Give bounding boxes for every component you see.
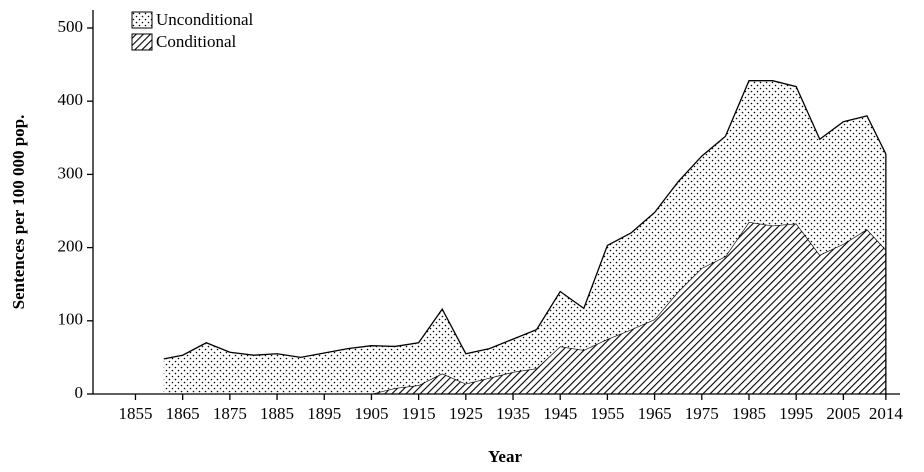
x-tick-label: 1935 (496, 404, 530, 423)
x-tick-label: 2005 (826, 404, 860, 423)
x-tick-label: 1915 (402, 404, 436, 423)
x-tick-label: 1905 (354, 404, 388, 423)
x-tick-label: 1945 (543, 404, 577, 423)
legend-swatch (131, 11, 153, 29)
x-tick-label: 1955 (590, 404, 624, 423)
area (371, 221, 886, 394)
y-tick-label: 100 (58, 310, 84, 329)
x-tick-label: 1965 (638, 404, 672, 423)
x-tick-label: 1985 (732, 404, 766, 423)
y-tick-label: 0 (75, 383, 84, 402)
x-tick-label: 1925 (449, 404, 483, 423)
x-tick-label: 1895 (307, 404, 341, 423)
legend-label: Unconditional (156, 10, 254, 29)
x-tick-label: 1865 (166, 404, 200, 423)
legend-label: Conditional (156, 32, 237, 51)
x-tick-label: 1995 (779, 404, 813, 423)
area (163, 80, 886, 394)
x-tick-label: 1885 (260, 404, 294, 423)
y-tick-label: 300 (58, 163, 84, 182)
x-tick-label: 1855 (118, 404, 152, 423)
x-tick-label: 1975 (685, 404, 719, 423)
y-tick-label: 500 (58, 17, 84, 36)
y-tick-label: 400 (58, 90, 84, 109)
x-axis-label: Year (488, 447, 522, 466)
y-tick-label: 200 (58, 237, 84, 256)
x-tick-label: 2014 (869, 404, 904, 423)
y-axis-label: Sentences per 100 000 pop. (9, 115, 28, 310)
legend-swatch (131, 33, 153, 51)
x-tick-label: 1875 (213, 404, 247, 423)
area-edge (163, 80, 887, 360)
